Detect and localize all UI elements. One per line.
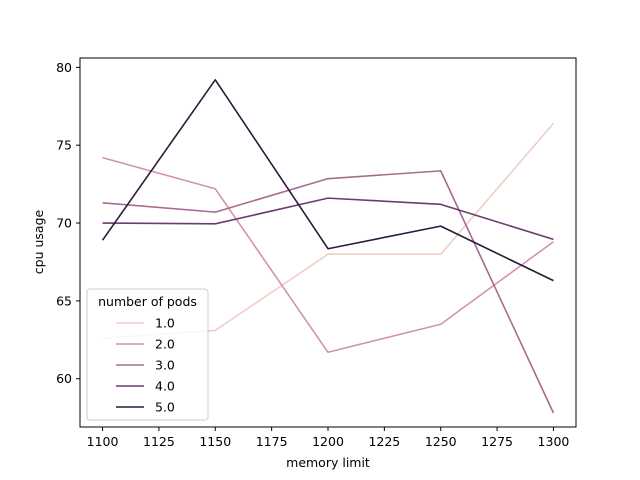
legend-items: 1.0 2.0 3.0 4.0 5.0 <box>116 316 175 415</box>
x-tick-label: 1275 <box>481 434 513 449</box>
x-axis-ticks: 1100 1125 1150 1175 1200 1225 1250 1275 1300 <box>87 427 570 449</box>
y-tick-label: 70 <box>56 216 72 231</box>
x-tick-label: 1175 <box>256 434 288 449</box>
x-tick-label: 1150 <box>199 434 231 449</box>
series-line-2 <box>102 156 554 354</box>
legend-label-2: 2.0 <box>155 337 175 352</box>
x-tick-label: 1225 <box>368 434 400 449</box>
legend-label-5: 5.0 <box>155 400 175 415</box>
y-tick-label: 75 <box>56 138 72 153</box>
legend: number of pods 1.0 2.0 3.0 4.0 5.0 <box>86 288 209 421</box>
y-tick-label: 60 <box>56 371 72 386</box>
x-axis-label: memory limit <box>286 455 370 470</box>
legend-label-3: 3.0 <box>155 358 175 373</box>
series-line-4 <box>102 197 554 241</box>
x-tick-label: 1300 <box>538 434 570 449</box>
legend-box <box>86 288 209 421</box>
y-tick-label: 80 <box>56 60 72 75</box>
series-line-3 <box>102 170 555 414</box>
y-axis-ticks: 60 65 70 75 80 <box>56 60 80 386</box>
x-tick-label: 1200 <box>312 434 344 449</box>
series-layer <box>101 79 555 414</box>
legend-label-4: 4.0 <box>155 379 175 394</box>
legend-label-1: 1.0 <box>155 316 175 331</box>
series-line-5 <box>101 79 554 282</box>
y-axis-label: cpu usage <box>31 209 46 274</box>
legend-title: number of pods <box>98 294 197 309</box>
y-tick-label: 65 <box>56 293 72 308</box>
x-tick-label: 1250 <box>425 434 457 449</box>
x-tick-label: 1125 <box>143 434 175 449</box>
x-tick-label: 1100 <box>87 434 119 449</box>
